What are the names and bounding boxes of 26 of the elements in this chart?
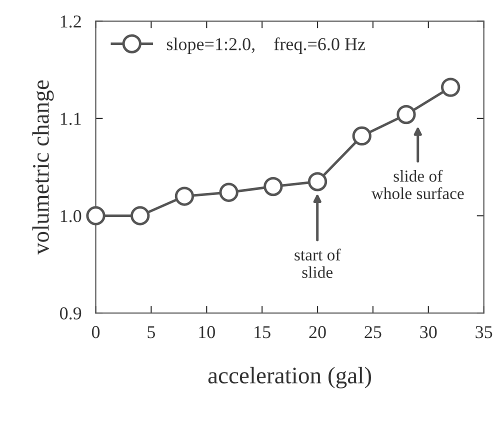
- y-tick-label: 0.9: [60, 307, 82, 320]
- x-tick-label: 35: [476, 326, 492, 338]
- point: [308, 172, 328, 192]
- point: [440, 78, 460, 97]
- legend-label: slope=1:2.0, freq.=6.0 Hz: [166, 37, 366, 54]
- annotation: slide of whole surface: [371, 170, 464, 200]
- x-tick-label: 30: [420, 326, 437, 338]
- x-tick-label: 15: [254, 326, 270, 338]
- point: [396, 104, 416, 124]
- point: [352, 126, 372, 146]
- x-tick-label: 5: [148, 326, 156, 338]
- x-tick-label: 25: [364, 326, 382, 338]
- y-tick-label: 1.2: [60, 15, 81, 28]
- y-tick-label: 1.0: [60, 210, 82, 222]
- point: [174, 186, 194, 206]
- point: [86, 206, 106, 226]
- y-tick-label: 1.1: [60, 112, 81, 125]
- y-axis-title: volumetric change: [32, 80, 54, 255]
- x-tick-label: 10: [199, 326, 215, 338]
- point: [264, 176, 283, 196]
- x-tick-label: 20: [309, 326, 326, 338]
- point: [130, 206, 150, 226]
- x-axis-title: acceleration (gal): [208, 366, 372, 388]
- x-tick-label: 0: [92, 326, 100, 338]
- point: [219, 182, 238, 202]
- annotation: start of slide: [294, 248, 341, 278]
